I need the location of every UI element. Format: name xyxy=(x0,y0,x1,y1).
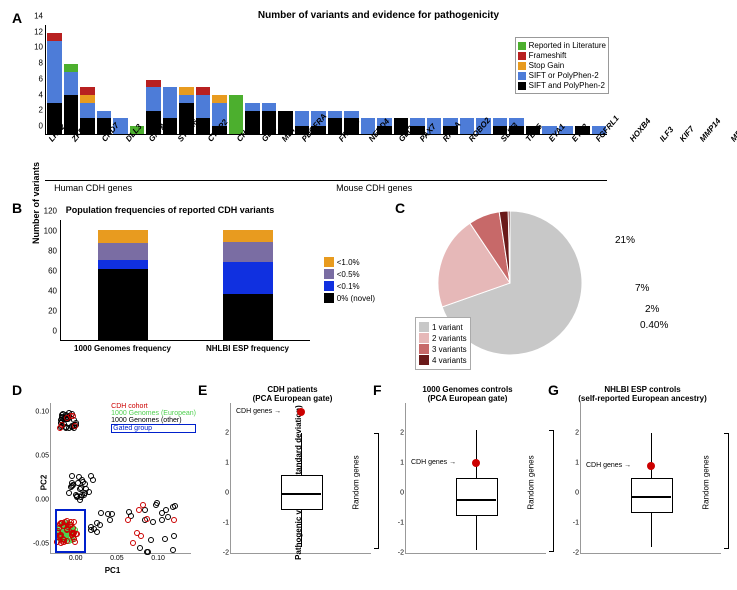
slice-percent: 2% xyxy=(645,304,659,315)
bar-MYOD1 xyxy=(493,25,508,134)
bar-RARA xyxy=(295,25,310,134)
cdh-genes-point xyxy=(647,462,655,470)
bar-HOXB4 xyxy=(410,25,425,134)
freq-bar xyxy=(98,220,148,340)
panel-b-ylabel: Number of variants xyxy=(31,162,41,244)
panel-d-title xyxy=(30,385,195,403)
bar-ILF3 xyxy=(427,25,442,134)
bar-GATA4 xyxy=(113,25,128,134)
panelE: CDH patients(PCA European gate)-2-1012Pa… xyxy=(210,385,375,580)
bar-STRA6 xyxy=(130,25,145,134)
slice-percent: 7% xyxy=(635,283,649,294)
box-title: CDH patients(PCA European gate) xyxy=(210,385,375,403)
panel-d: PC2 CDH cohort1000 Genomes (European)100… xyxy=(30,385,195,580)
bar-CTBP2 xyxy=(146,25,161,134)
group-label: Mouse CDH genes xyxy=(141,180,607,193)
slice-percent: 0.40% xyxy=(640,320,668,331)
panel-b-title: Population frequencies of reported CDH v… xyxy=(30,205,310,215)
figure-container: A Number of variants and evidence for pa… xyxy=(10,10,727,580)
bar-GLI3 xyxy=(262,25,277,134)
bar-FGFRL1 xyxy=(394,25,409,134)
bar-FREM1 xyxy=(229,25,244,134)
slice-percent: 21% xyxy=(615,235,635,246)
panel-c: 1 variant2 variants3 variants4 variants … xyxy=(410,205,720,375)
panel-c-label: C xyxy=(395,200,405,216)
box-title: NHLBI ESP controls(self-reported Europea… xyxy=(560,385,725,403)
panel-a-label: A xyxy=(12,10,22,26)
bar-CHAT xyxy=(163,25,178,134)
panel-d-legend: CDH cohort1000 Genomes (European)1000 Ge… xyxy=(111,403,196,433)
panel-d-label: D xyxy=(12,382,22,398)
group-label: Human CDH genes xyxy=(45,180,141,193)
bar-MMP14 xyxy=(460,25,475,134)
panelF: 1000 Genomes controls(PCA European gate)… xyxy=(385,385,550,580)
bar-KIF7 xyxy=(443,25,458,134)
cdh-genes-point xyxy=(472,459,480,467)
panel-c-legend: 1 variant2 variants3 variants4 variants xyxy=(415,317,471,370)
box-title: 1000 Genomes controls(PCA European gate) xyxy=(385,385,550,403)
bar-DLL3 xyxy=(97,25,112,134)
panel-d-xlabel: PC1 xyxy=(30,566,195,575)
panel-a-title: Number of variants and evidence for path… xyxy=(30,10,727,21)
panel-e-label: E xyxy=(198,382,207,398)
panel-a-legend: Reported in LiteratureFrameshiftStop Gai… xyxy=(515,37,609,94)
bar-NEDD4 xyxy=(245,25,260,134)
panel-d-ylabel: PC2 xyxy=(39,475,48,491)
bar-EYA1 xyxy=(361,25,376,134)
bar-ZFPM2 xyxy=(64,25,79,134)
bar-PDGFRA xyxy=(212,25,227,134)
panel-b: Population frequencies of reported CDH v… xyxy=(30,205,310,375)
bar-PAX7 xyxy=(278,25,293,134)
gate-box xyxy=(55,509,86,553)
panel-b-label: B xyxy=(12,200,22,216)
panel-b-chart: Number of variants 020406080100120 xyxy=(60,220,310,341)
bar-LRP2 xyxy=(47,25,62,134)
freq-bar xyxy=(223,220,273,340)
panel-a: Number of variants and evidence for path… xyxy=(30,10,727,190)
panelG: NHLBI ESP controls(self-reported Europea… xyxy=(560,385,725,580)
bar-MET xyxy=(196,25,211,134)
panel-b-legend: <1.0%<0.5%<0.1%0% (novel) xyxy=(324,255,375,305)
panel-d-scatter: PC2 CDH cohort1000 Genomes (European)100… xyxy=(50,403,191,554)
cdh-genes-point xyxy=(297,408,305,416)
